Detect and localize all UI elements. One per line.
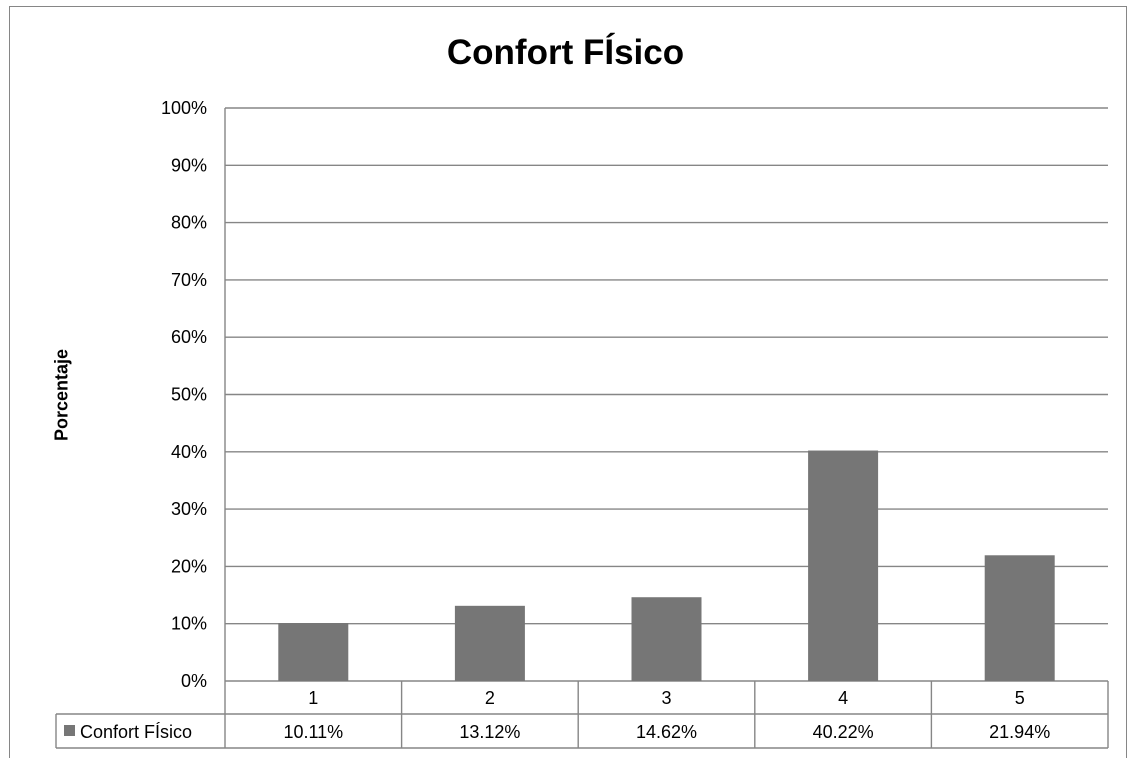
bars <box>278 450 1055 681</box>
y-tick-label: 30% <box>171 499 207 519</box>
data-table-value: 14.62% <box>636 722 697 742</box>
bar <box>278 623 349 681</box>
data-table-value: 10.11% <box>283 722 343 742</box>
bar <box>984 555 1055 681</box>
y-tick-label: 0% <box>181 671 207 691</box>
chart-area <box>9 6 1127 758</box>
data-table: 1 2 3 4 5 10.11% 13.12% 14.62% 40.22% 21.94% Confo… <box>55 681 1109 749</box>
y-tick-label: 70% <box>171 270 207 290</box>
y-tick-label: 90% <box>171 155 207 175</box>
data-table-value: 21.94% <box>989 722 1050 742</box>
bar <box>808 450 879 681</box>
data-table-value: 13.12% <box>459 722 520 742</box>
x-category-label: 3 <box>661 688 671 708</box>
y-tick-label: 100% <box>161 98 207 118</box>
x-category-label: 1 <box>308 688 318 708</box>
x-category-label: 2 <box>485 688 495 708</box>
legend-series-name: Confort FÍsico <box>80 722 192 742</box>
y-ticks: 0% 10% 20% 30% 40% 50% 60% 70% 80% 90% 100% <box>161 98 207 691</box>
bar <box>454 605 525 681</box>
bar <box>631 597 702 681</box>
y-tick-label: 80% <box>171 213 207 233</box>
legend-key <box>64 725 75 736</box>
chart-title: Confort FÍsico <box>446 33 685 72</box>
x-category-label: 5 <box>1015 688 1025 708</box>
y-tick-label: 20% <box>171 556 207 576</box>
y-tick-label: 10% <box>171 614 207 634</box>
y-tick-label: 60% <box>171 327 207 347</box>
y-tick-label: 50% <box>171 385 207 405</box>
gridlines <box>224 107 1108 748</box>
x-category-label: 4 <box>838 688 848 708</box>
data-table-value: 40.22% <box>813 722 874 742</box>
y-tick-label: 40% <box>171 442 207 462</box>
